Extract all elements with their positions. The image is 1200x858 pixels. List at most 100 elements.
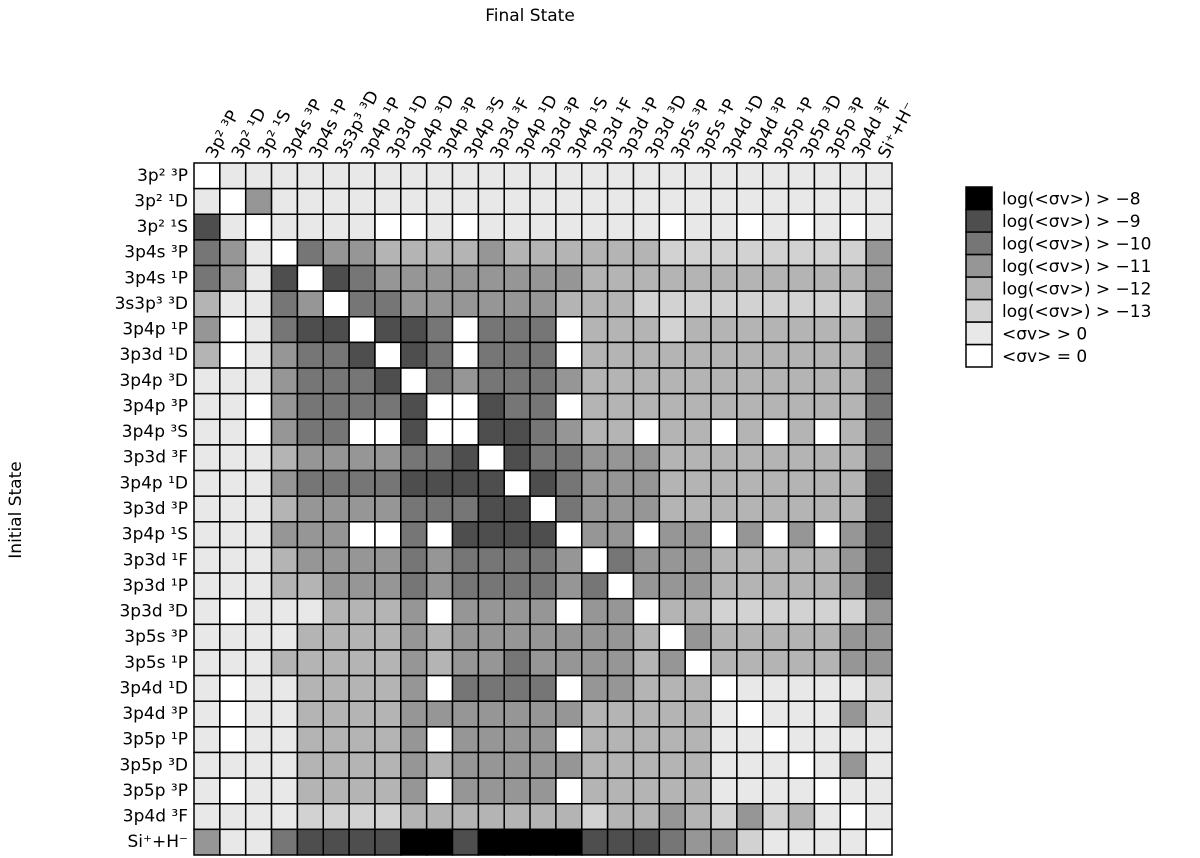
cell xyxy=(451,597,480,626)
cell xyxy=(555,597,583,626)
cell xyxy=(839,341,867,369)
cell xyxy=(244,597,273,626)
cell xyxy=(477,418,505,446)
cell xyxy=(632,495,661,523)
row-label: 3p5p ¹P xyxy=(122,730,188,750)
cell xyxy=(193,367,221,395)
cell xyxy=(529,649,557,677)
cell xyxy=(865,316,893,344)
cell xyxy=(787,187,816,216)
cell xyxy=(503,392,531,421)
cell xyxy=(400,341,428,369)
cell xyxy=(374,700,402,728)
cell xyxy=(374,802,402,831)
cell xyxy=(400,469,428,497)
cell xyxy=(348,213,376,241)
cell xyxy=(555,316,583,344)
cell xyxy=(787,495,816,523)
row-label: 3s3p³ ³D xyxy=(115,294,188,314)
cell xyxy=(813,546,842,574)
legend-swatch xyxy=(965,298,993,323)
cell xyxy=(736,777,764,805)
cell xyxy=(270,316,299,344)
cell xyxy=(244,316,273,344)
cell xyxy=(865,418,893,446)
cell xyxy=(529,444,557,472)
cell xyxy=(322,521,350,549)
cell xyxy=(529,726,557,754)
cell xyxy=(581,777,609,805)
cell xyxy=(632,162,661,190)
cell xyxy=(606,264,635,292)
cell xyxy=(400,264,428,292)
cell xyxy=(451,495,480,523)
cell xyxy=(658,726,686,754)
cell xyxy=(529,572,557,600)
cell xyxy=(736,828,764,856)
cell xyxy=(400,495,428,523)
cell xyxy=(296,264,325,292)
cell xyxy=(684,649,712,677)
cell xyxy=(425,213,454,241)
cell xyxy=(244,623,273,651)
cell xyxy=(348,239,376,267)
cell xyxy=(632,674,661,702)
cell xyxy=(761,521,790,549)
cell xyxy=(632,700,661,728)
cell xyxy=(374,444,402,472)
cell xyxy=(865,802,893,831)
cell xyxy=(477,264,505,292)
cell xyxy=(503,341,531,369)
cell xyxy=(529,777,557,805)
cell xyxy=(348,649,376,677)
cell xyxy=(348,162,376,190)
cell xyxy=(684,802,712,831)
cell xyxy=(348,546,376,574)
cell xyxy=(270,187,299,216)
cell xyxy=(503,290,531,318)
cell xyxy=(244,521,273,549)
cell xyxy=(425,649,454,677)
cell xyxy=(219,213,247,241)
cell xyxy=(193,777,221,805)
cell xyxy=(787,162,816,190)
cell xyxy=(684,367,712,395)
cell xyxy=(606,290,635,318)
cell xyxy=(503,674,531,702)
cell xyxy=(736,187,764,216)
cell xyxy=(400,777,428,805)
cell xyxy=(322,802,350,831)
cell xyxy=(736,316,764,344)
cell xyxy=(813,674,842,702)
row-label: 3p4p ³D xyxy=(119,371,188,391)
row-label: 3p4p ¹S xyxy=(122,525,188,545)
cell xyxy=(296,726,325,754)
cell xyxy=(322,469,350,497)
cell xyxy=(865,239,893,267)
chart-title: Final State xyxy=(485,6,575,26)
cell xyxy=(865,392,893,421)
cell xyxy=(296,316,325,344)
cell xyxy=(658,674,686,702)
cell xyxy=(606,828,635,856)
cell xyxy=(503,521,531,549)
cell xyxy=(451,828,480,856)
cell xyxy=(684,290,712,318)
cell xyxy=(322,392,350,421)
cell xyxy=(555,623,583,651)
cell xyxy=(555,162,583,190)
cell xyxy=(581,367,609,395)
cell xyxy=(658,239,686,267)
cell xyxy=(684,777,712,805)
cell xyxy=(710,751,738,779)
cell xyxy=(684,623,712,651)
cell xyxy=(581,495,609,523)
legend-swatch xyxy=(965,208,993,233)
cell xyxy=(632,392,661,421)
cell xyxy=(529,264,557,292)
cell xyxy=(348,187,376,216)
cell xyxy=(451,751,480,779)
cell xyxy=(555,213,583,241)
cell xyxy=(761,726,790,754)
cell xyxy=(632,367,661,395)
